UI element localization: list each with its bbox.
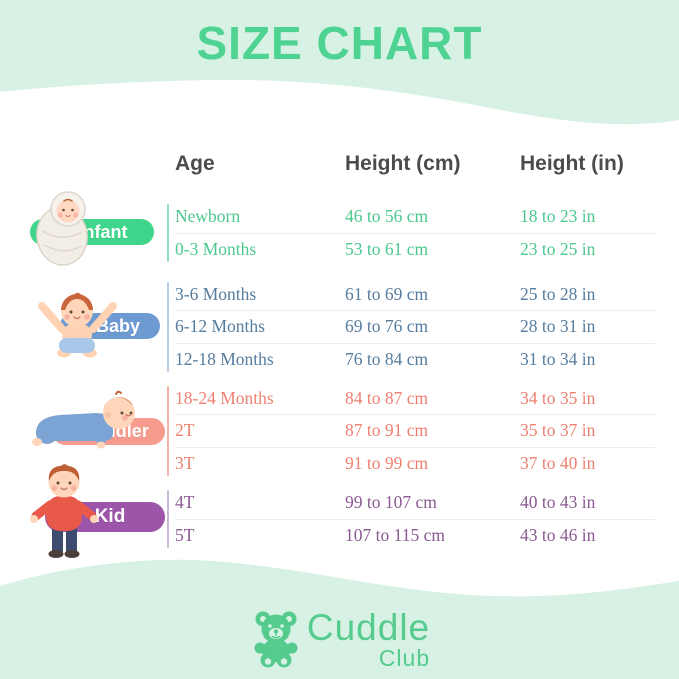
- table-row: 4T 99 to 107 cm 40 to 43 in: [175, 487, 655, 520]
- crawling-toddler-icon: [32, 390, 135, 449]
- header-height-cm: Height (cm): [345, 152, 461, 175]
- height-in-cell: 43 to 46 in: [520, 524, 596, 545]
- height-cm-cell: 91 to 99 cm: [345, 452, 429, 473]
- section-infant: Newborn 46 to 56 cm 18 to 23 in 0-3 Mont…: [0, 201, 679, 265]
- age-cell: 5T: [175, 524, 195, 545]
- table-row: 0-3 Months 53 to 61 cm 23 to 25 in: [175, 234, 655, 266]
- kid-rows: 4T 99 to 107 cm 40 to 43 in 5T 107 to 11…: [175, 487, 655, 551]
- toddler-section-divider: [167, 386, 169, 476]
- header-height-in: Height (in): [520, 152, 624, 175]
- height-cm-cell: 61 to 69 cm: [345, 284, 429, 305]
- age-cell: 3T: [175, 452, 195, 473]
- sitting-baby-icon: [38, 292, 117, 358]
- height-in-cell: 34 to 35 in: [520, 388, 596, 409]
- height-in-cell: 37 to 40 in: [520, 452, 596, 473]
- age-cell: 6-12 Months: [175, 316, 265, 337]
- teddy-bear-icon: [254, 611, 298, 668]
- height-in-cell: 40 to 43 in: [520, 492, 596, 513]
- height-in-cell: 25 to 28 in: [520, 284, 596, 305]
- table-row: 3-6 Months 61 to 69 cm 25 to 28 in: [175, 279, 655, 312]
- table-row: 5T 107 to 115 cm 43 to 46 in: [175, 520, 655, 552]
- height-cm-cell: 99 to 107 cm: [345, 492, 437, 513]
- height-in-cell: 23 to 25 in: [520, 238, 596, 259]
- age-cell: 4T: [175, 492, 195, 513]
- age-cell: 0-3 Months: [175, 238, 257, 259]
- height-in-cell: 31 to 34 in: [520, 348, 596, 369]
- age-cell: 2T: [175, 420, 195, 441]
- header-age: Age: [175, 152, 215, 175]
- brand-name-main: Cuddle: [306, 607, 431, 648]
- brand-name-sub: Club: [378, 645, 431, 671]
- page-title: SIZE CHART: [196, 17, 483, 69]
- height-in-cell: 28 to 31 in: [520, 316, 596, 337]
- swaddled-infant-icon: [36, 191, 88, 266]
- age-cell: 3-6 Months: [175, 284, 257, 305]
- section-toddler: 18-24 Months 84 to 87 cm 34 to 35 in 2T …: [0, 383, 679, 479]
- height-cm-cell: 76 to 84 cm: [345, 348, 429, 369]
- infant-section-divider: [167, 204, 169, 262]
- standing-kid-icon: [30, 464, 98, 558]
- height-in-cell: 18 to 23 in: [520, 206, 596, 227]
- height-cm-cell: 84 to 87 cm: [345, 388, 429, 409]
- table-row: 3T 91 to 99 cm 37 to 40 in: [175, 448, 655, 479]
- table-row: 12-18 Months 76 to 84 cm 31 to 34 in: [175, 344, 655, 375]
- height-cm-cell: 107 to 115 cm: [345, 524, 445, 545]
- table-row: Newborn 46 to 56 cm 18 to 23 in: [175, 201, 655, 234]
- height-in-cell: 35 to 37 in: [520, 420, 596, 441]
- age-cell: 12-18 Months: [175, 348, 274, 369]
- baby-section-divider: [167, 282, 169, 372]
- age-cell: 18-24 Months: [175, 388, 274, 409]
- height-cm-cell: 87 to 91 cm: [345, 420, 429, 441]
- age-cell: Newborn: [175, 206, 241, 227]
- height-cm-cell: 46 to 56 cm: [345, 206, 429, 227]
- top-wave-decoration: [0, 0, 679, 125]
- table-row: 2T 87 to 91 cm 35 to 37 in: [175, 415, 655, 448]
- kid-section-divider: [167, 490, 169, 548]
- baby-rows: 3-6 Months 61 to 69 cm 25 to 28 in 6-12 …: [175, 279, 655, 375]
- section-baby: 3-6 Months 61 to 69 cm 25 to 28 in 6-12 …: [0, 279, 679, 375]
- brand-logo: Cuddle Club: [0, 607, 679, 671]
- bottom-wave-decoration: [0, 559, 679, 679]
- height-cm-cell: 53 to 61 cm: [345, 238, 429, 259]
- infant-rows: Newborn 46 to 56 cm 18 to 23 in 0-3 Mont…: [175, 201, 655, 265]
- section-kid: 4T 99 to 107 cm 40 to 43 in 5T 107 to 11…: [0, 487, 679, 551]
- table-row: 18-24 Months 84 to 87 cm 34 to 35 in: [175, 383, 655, 416]
- brand-name: Cuddle Club: [306, 607, 431, 671]
- table-header-row: Age Height (cm) Height (in): [175, 148, 655, 180]
- height-cm-cell: 69 to 76 cm: [345, 316, 429, 337]
- toddler-rows: 18-24 Months 84 to 87 cm 34 to 35 in 2T …: [175, 383, 655, 479]
- table-row: 6-12 Months 69 to 76 cm 28 to 31 in: [175, 311, 655, 344]
